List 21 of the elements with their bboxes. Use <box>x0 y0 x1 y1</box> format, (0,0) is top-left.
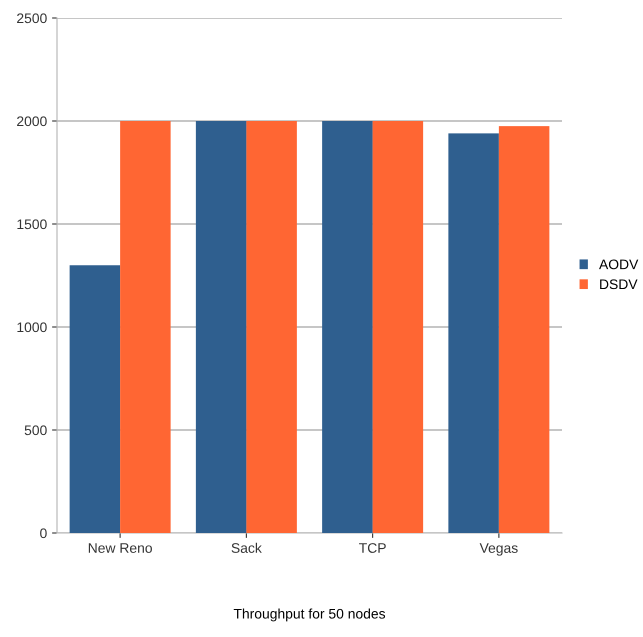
x-tick-label: Sack <box>232 542 262 553</box>
y-tick-label: 1000 <box>17 322 47 332</box>
y-tick-label: 500 <box>24 425 47 436</box>
y-tick-label: 2500 <box>17 13 47 24</box>
bar <box>322 121 373 533</box>
y-tick-label: 1500 <box>17 219 47 230</box>
legend-label: AODV <box>599 259 638 270</box>
bar <box>498 126 550 533</box>
bar <box>246 121 297 533</box>
legend-label: DSDV <box>600 279 638 290</box>
x-tick-label: New Reno <box>88 543 152 553</box>
bar <box>120 121 171 533</box>
x-axis-title: Throughput for 50 nodes <box>234 608 386 622</box>
x-tick-label: TCP <box>359 543 386 553</box>
y-tick-label: 0 <box>40 528 47 538</box>
bar <box>372 121 424 533</box>
bar <box>196 121 246 533</box>
bar <box>70 265 120 533</box>
bar <box>448 133 499 533</box>
y-tick-label: 2000 <box>17 116 47 126</box>
x-tick-label: Vegas <box>480 543 518 556</box>
